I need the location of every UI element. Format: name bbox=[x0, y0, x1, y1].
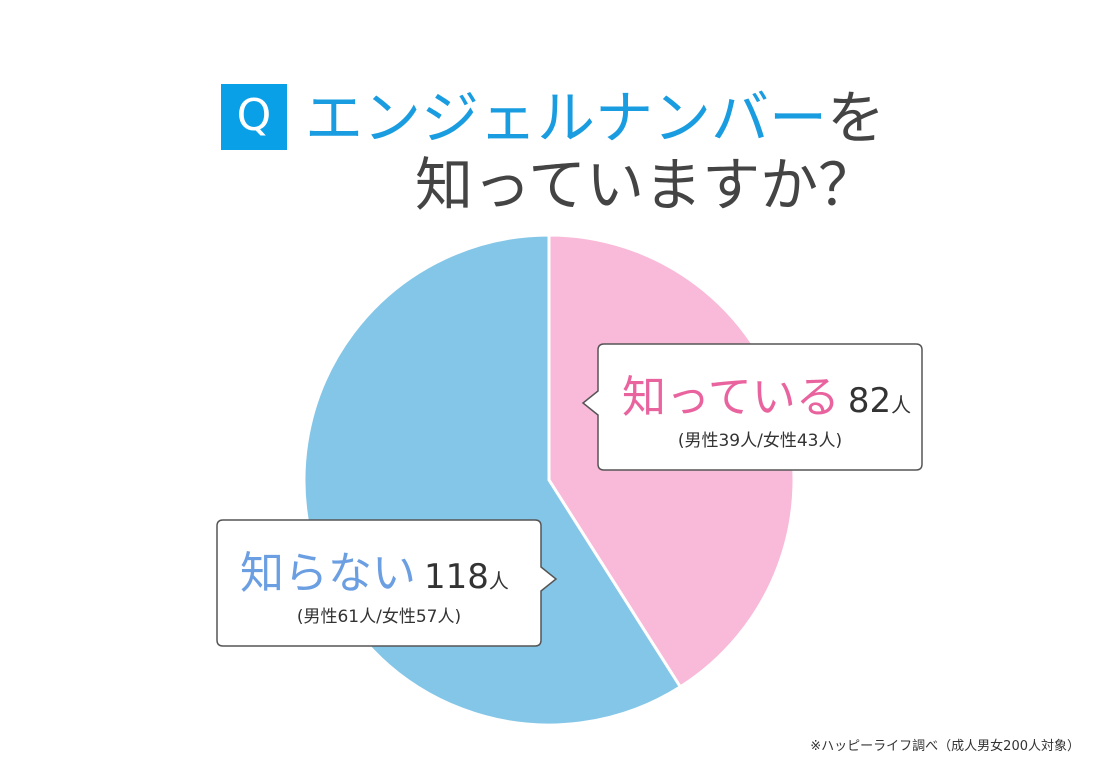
title-part: エンジェルナンバー bbox=[305, 84, 827, 152]
unit-label: 人 bbox=[489, 569, 509, 593]
category-label: 知らない bbox=[240, 548, 416, 599]
q-label: Q bbox=[237, 90, 272, 141]
breakdown-note: (男性61人/女性57人) bbox=[297, 607, 461, 627]
labels: 知っている 82人(男性39人/女性43人)知らない 118人(男性61人/女性57… bbox=[216, 343, 923, 647]
callout-box bbox=[581, 343, 923, 471]
q-badge bbox=[221, 84, 287, 150]
title-part: を bbox=[827, 84, 885, 152]
category-label: 知っている bbox=[622, 372, 840, 423]
callout-box bbox=[216, 519, 558, 647]
callout-label: 知っている 82人 bbox=[622, 372, 911, 423]
pie bbox=[302, 233, 796, 727]
unit-label: 人 bbox=[891, 393, 911, 417]
value-label: 118 bbox=[424, 557, 489, 597]
chart-title-line2: 知っていますか？ bbox=[415, 151, 876, 219]
callout-label: 知らない 118人 bbox=[240, 548, 509, 599]
chart-title: エンジェルナンバーを bbox=[305, 84, 885, 152]
source: ※ハッピーライフ調べ（成人男女200人対象） bbox=[810, 738, 1080, 754]
value-label: 82 bbox=[848, 381, 891, 421]
breakdown-note: (男性39人/女性43人) bbox=[678, 431, 842, 451]
